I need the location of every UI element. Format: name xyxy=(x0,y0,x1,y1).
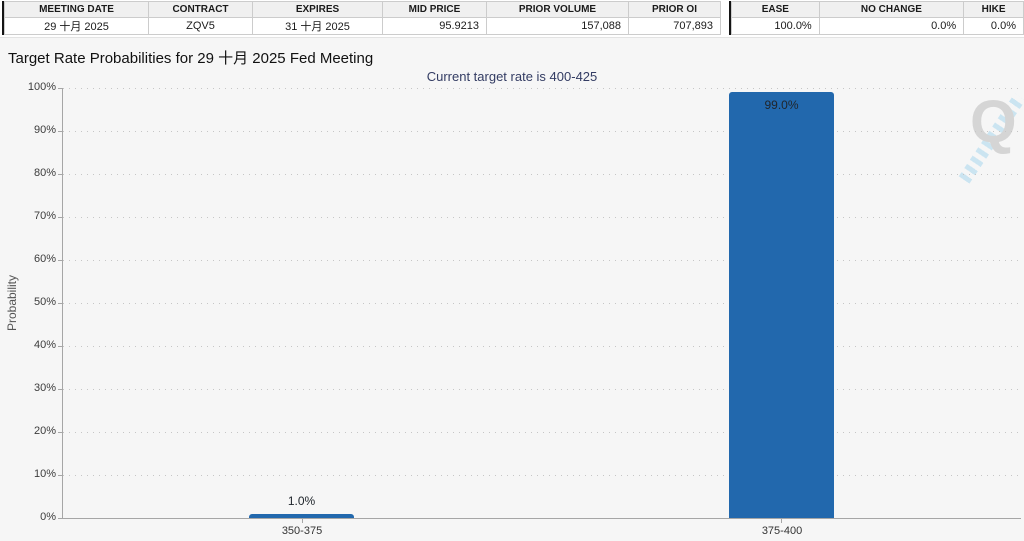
bar-value-label: 1.0% xyxy=(287,494,316,508)
y-axis-tick xyxy=(58,346,62,347)
y-axis-tick xyxy=(58,217,62,218)
contract-summary-table: MEETING DATE CONTRACT EXPIRES MID PRICE … xyxy=(2,1,721,35)
probability-bar xyxy=(249,514,354,518)
gridline xyxy=(63,346,1021,347)
prior-oi-value: 707,893 xyxy=(628,17,721,35)
x-axis-line xyxy=(62,518,1021,519)
ease-header: EASE xyxy=(731,1,820,18)
probability-summary-table: EASE NO CHANGE HIKE 100.0% 0.0% 0.0% xyxy=(729,1,1024,35)
gridline xyxy=(63,174,1021,175)
x-axis-tick xyxy=(781,519,782,523)
y-tick-label: 10% xyxy=(33,468,56,480)
y-tick-label: 50% xyxy=(33,296,56,308)
y-axis-tick xyxy=(58,475,62,476)
y-axis-tick xyxy=(58,174,62,175)
table-header-row: EASE NO CHANGE HIKE xyxy=(731,1,1024,18)
x-tick-label: 350-375 xyxy=(281,525,323,537)
gridline xyxy=(63,260,1021,261)
chart-title: Target Rate Probabilities for 29 十月 2025… xyxy=(8,50,374,67)
expires-header: EXPIRES xyxy=(252,1,383,18)
table-value-row: 100.0% 0.0% 0.0% xyxy=(731,17,1024,35)
gridline xyxy=(63,88,1021,89)
contract-value: ZQV5 xyxy=(148,17,253,35)
y-tick-label: 70% xyxy=(33,210,56,222)
y-tick-label: 90% xyxy=(33,124,56,136)
y-tick-label: 30% xyxy=(33,382,56,394)
bar-value-label: 99.0% xyxy=(764,98,799,112)
ease-value: 100.0% xyxy=(731,17,820,35)
meeting-date-value: 29 十月 2025 xyxy=(4,17,149,35)
gridline xyxy=(63,432,1021,433)
hamburger-menu-icon[interactable] xyxy=(993,51,1012,65)
x-axis-tick xyxy=(302,519,303,523)
gridline xyxy=(63,303,1021,304)
prior-volume-header: PRIOR VOLUME xyxy=(486,1,629,18)
mid-price-header: MID PRICE xyxy=(382,1,487,18)
y-axis-tick xyxy=(58,131,62,132)
y-tick-label: 60% xyxy=(33,253,56,265)
y-axis-line xyxy=(62,88,63,519)
hike-value: 0.0% xyxy=(963,17,1024,35)
table-header-row: MEETING DATE CONTRACT EXPIRES MID PRICE … xyxy=(4,1,721,18)
y-tick-label: 40% xyxy=(33,339,56,351)
y-tick-label: 20% xyxy=(33,425,56,437)
y-tick-label: 0% xyxy=(40,511,56,523)
gridline xyxy=(63,475,1021,476)
y-axis-tick xyxy=(58,389,62,390)
chart-panel xyxy=(0,37,1024,541)
y-axis-tick xyxy=(58,432,62,433)
y-tick-label: 80% xyxy=(33,167,56,179)
mid-price-value: 95.9213 xyxy=(382,17,487,35)
hike-header: HIKE xyxy=(963,1,1024,18)
y-axis-tick xyxy=(58,518,62,519)
contract-header: CONTRACT xyxy=(148,1,253,18)
prior-oi-header: PRIOR OI xyxy=(628,1,721,18)
gridline xyxy=(63,131,1021,132)
meeting-date-header: MEETING DATE xyxy=(4,1,149,18)
table-value-row: 29 十月 2025 ZQV5 31 十月 2025 95.9213 157,0… xyxy=(4,17,721,35)
y-axis-tick xyxy=(58,88,62,89)
probability-bar xyxy=(729,92,834,518)
chart-subtitle: Current target rate is 400-425 xyxy=(426,69,598,84)
y-axis-tick xyxy=(58,303,62,304)
prior-volume-value: 157,088 xyxy=(486,17,629,35)
x-tick-label: 375-400 xyxy=(761,525,803,537)
y-axis-tick xyxy=(58,260,62,261)
y-tick-label: 100% xyxy=(27,81,56,93)
expires-value: 31 十月 2025 xyxy=(252,17,383,35)
gridline xyxy=(63,217,1021,218)
no-change-header: NO CHANGE xyxy=(818,1,965,18)
no-change-value: 0.0% xyxy=(818,17,965,35)
gridline xyxy=(63,389,1021,390)
